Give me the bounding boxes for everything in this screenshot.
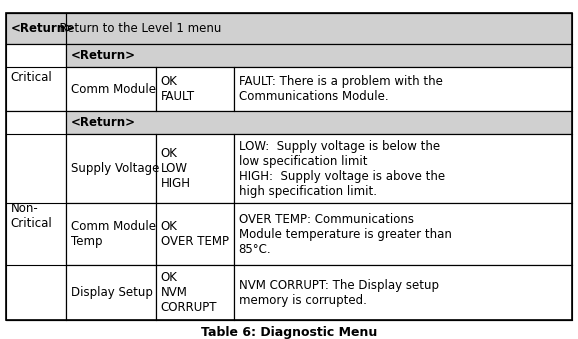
Text: Display Setup: Display Setup	[71, 286, 153, 299]
Text: Return to the Level 1 menu: Return to the Level 1 menu	[52, 22, 221, 35]
Bar	[6, 44, 66, 112]
Text: OK
OVER TEMP: OK OVER TEMP	[161, 220, 229, 248]
Bar	[234, 66, 572, 112]
Bar	[234, 265, 572, 320]
Text: <Return>: <Return>	[71, 116, 136, 129]
Text: LOW:  Supply voltage is below the
low specification limit
HIGH:  Supply voltage : LOW: Supply voltage is below the low spe…	[239, 140, 445, 198]
Bar	[66, 203, 156, 265]
Text: OK
LOW
HIGH: OK LOW HIGH	[161, 147, 191, 190]
Text: Table 6: Diagnostic Menu: Table 6: Diagnostic Menu	[201, 326, 377, 339]
Text: <Return>: <Return>	[71, 49, 136, 62]
Text: Non-
Critical: Non- Critical	[10, 202, 52, 230]
Text: Supply Voltage: Supply Voltage	[71, 162, 160, 175]
Text: Comm Module
Temp: Comm Module Temp	[71, 220, 156, 248]
Bar	[156, 265, 234, 320]
Bar	[66, 44, 572, 66]
Bar	[156, 203, 234, 265]
Bar	[6, 112, 66, 320]
Bar	[66, 134, 156, 203]
Bar	[6, 13, 572, 44]
Bar	[156, 134, 234, 203]
Bar	[234, 134, 572, 203]
Text: NVM CORRUPT: The Display setup
memory is corrupted.: NVM CORRUPT: The Display setup memory is…	[239, 279, 439, 307]
Text: <Return>: <Return>	[10, 22, 75, 35]
Bar	[66, 265, 156, 320]
Text: OK
NVM
CORRUPT: OK NVM CORRUPT	[161, 271, 217, 314]
Bar	[156, 66, 234, 112]
Bar	[234, 203, 572, 265]
Text: Comm Module: Comm Module	[71, 82, 156, 96]
Text: FAULT: There is a problem with the
Communications Module.: FAULT: There is a problem with the Commu…	[239, 75, 443, 103]
Bar	[66, 112, 572, 134]
Text: OVER TEMP: Communications
Module temperature is greater than
85°C.: OVER TEMP: Communications Module tempera…	[239, 213, 451, 256]
Bar	[66, 66, 156, 112]
Text: OK
FAULT: OK FAULT	[161, 75, 195, 103]
Text: Critical: Critical	[10, 71, 52, 84]
